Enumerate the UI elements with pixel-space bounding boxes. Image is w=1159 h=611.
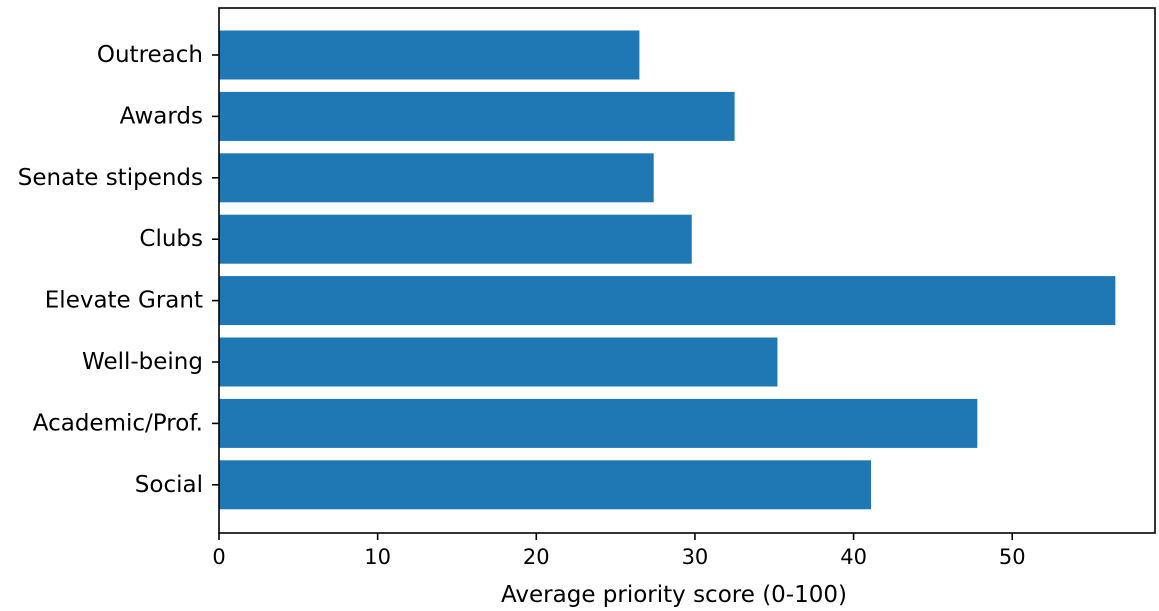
- x-tick-label: 20: [523, 545, 550, 569]
- category-label: Outreach: [97, 42, 203, 68]
- category-label: Well-being: [82, 349, 203, 375]
- bar-senate-stipends: [219, 153, 654, 203]
- axes-frame: [218, 7, 1156, 534]
- x-tick-label: 30: [682, 545, 709, 569]
- bar-elevate-grant: [219, 276, 1116, 326]
- category-label: Elevate Grant: [45, 288, 203, 314]
- bar-awards: [219, 91, 735, 141]
- bar-outreach: [219, 30, 640, 80]
- bar-academic-prof: [219, 398, 978, 448]
- x-tick-label: 40: [840, 545, 867, 569]
- x-tick-label: 50: [999, 545, 1026, 569]
- category-labels: Outreach Awards Senate stipends Clubs Elevat…: [18, 42, 219, 498]
- bars-layer: [219, 30, 1116, 510]
- category-label: Social: [135, 472, 203, 498]
- bar-social: [219, 460, 872, 510]
- category-label: Clubs: [139, 226, 203, 252]
- category-label: Academic/Prof.: [33, 410, 203, 436]
- bar-well-being: [219, 337, 778, 387]
- x-tick-label: 0: [212, 545, 225, 569]
- x-axis-title: Average priority score (0-100): [501, 582, 847, 608]
- category-label: Senate stipends: [18, 165, 203, 191]
- category-label: Awards: [120, 103, 203, 129]
- x-axis-ticks: 0 10 20 30 40 50: [212, 533, 1026, 569]
- bar-clubs: [219, 214, 692, 264]
- x-tick-label: 10: [364, 545, 391, 569]
